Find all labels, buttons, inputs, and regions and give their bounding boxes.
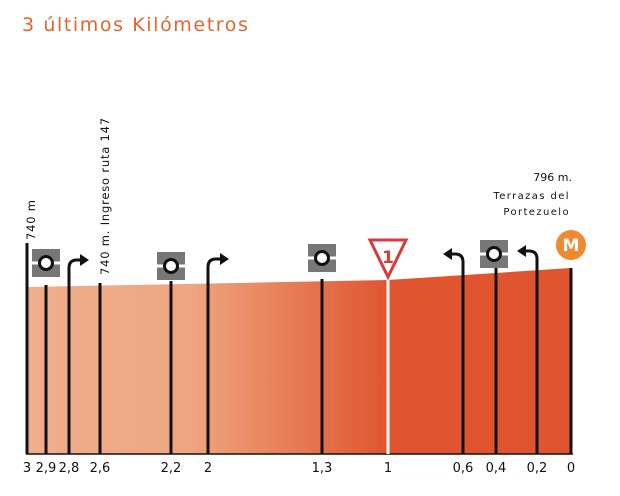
- x-tick-label: 0,2: [527, 461, 548, 476]
- x-tick-label: 1: [384, 461, 392, 476]
- x-tick-label: 2: [204, 461, 212, 476]
- junction-annotation: 740 m. Ingreso ruta 147: [98, 117, 112, 275]
- x-tick-label: 2,2: [161, 461, 182, 476]
- x-tick-label: 2,6: [90, 461, 111, 476]
- x-tick-label: 0,6: [453, 461, 474, 476]
- turn-right-icon: [206, 253, 229, 280]
- roundabout-icon: [480, 240, 508, 268]
- x-tick-label: 0: [567, 461, 575, 476]
- start-altitude-label: 740 m: [24, 199, 38, 240]
- x-tick-label: 2,8: [59, 461, 80, 476]
- roundabout-icon: [32, 249, 60, 277]
- x-tick-label: 1,3: [312, 461, 333, 476]
- finish-place-line2: Portezuelo: [503, 207, 570, 218]
- flamme-rouge-label: 1: [382, 248, 394, 268]
- finish-icon: M: [556, 230, 586, 260]
- roundabout-icon: [308, 244, 336, 272]
- roundabout-icon: [157, 252, 185, 280]
- finish-icon-label: M: [563, 236, 580, 256]
- profile-area-final: [388, 268, 571, 454]
- km-poles: [44, 268, 573, 454]
- flamme-rouge-icon: 1: [367, 238, 409, 281]
- finish-altitude-label: 796 m.: [533, 171, 572, 184]
- x-tick-label: 3: [23, 461, 31, 476]
- x-axis-labels: 3 2,9 2,8 2,6 2,2 2 1,3 1 0,6 0,4 0,2 0: [23, 461, 575, 476]
- x-tick-label: 0,4: [486, 461, 507, 476]
- finish-place-line1: Terrazas del: [492, 191, 570, 202]
- turn-right-icon: [67, 254, 89, 283]
- x-tick-label: 2,9: [36, 461, 57, 476]
- turn-left-icon: [443, 248, 465, 272]
- page-title: 3 últimos Kilómetros: [22, 14, 250, 36]
- turn-left-icon: [517, 245, 539, 269]
